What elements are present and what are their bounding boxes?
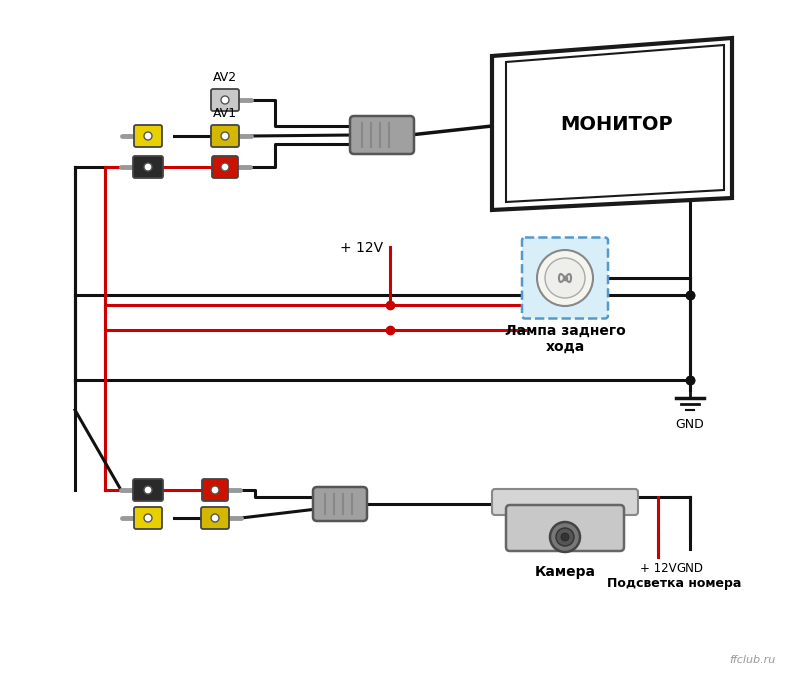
Text: Лампа заднего
хода: Лампа заднего хода (505, 323, 626, 354)
Text: МОНИТОР: МОНИТОР (561, 115, 674, 134)
FancyBboxPatch shape (492, 489, 638, 515)
Text: + 12V: + 12V (640, 562, 676, 575)
FancyBboxPatch shape (133, 156, 163, 178)
Circle shape (144, 163, 152, 171)
FancyBboxPatch shape (134, 125, 162, 147)
FancyBboxPatch shape (201, 507, 229, 529)
Text: + 12V: + 12V (340, 241, 383, 255)
Polygon shape (492, 38, 732, 210)
Polygon shape (506, 45, 724, 202)
Text: Камера: Камера (534, 565, 595, 579)
Circle shape (144, 514, 152, 522)
FancyBboxPatch shape (313, 487, 367, 521)
Circle shape (211, 514, 219, 522)
FancyBboxPatch shape (506, 505, 624, 551)
FancyBboxPatch shape (211, 125, 239, 147)
Circle shape (556, 528, 574, 546)
Text: Подсветка номера: Подсветка номера (607, 577, 741, 590)
Text: GND: GND (677, 562, 703, 575)
Circle shape (211, 486, 219, 494)
FancyBboxPatch shape (522, 237, 608, 318)
Circle shape (537, 250, 593, 306)
Circle shape (561, 533, 569, 541)
Circle shape (144, 486, 152, 494)
FancyBboxPatch shape (212, 156, 238, 178)
Circle shape (144, 132, 152, 140)
FancyBboxPatch shape (134, 507, 162, 529)
Circle shape (221, 96, 229, 104)
FancyBboxPatch shape (202, 479, 228, 501)
FancyBboxPatch shape (350, 116, 414, 154)
Text: GND: GND (676, 418, 704, 431)
Circle shape (545, 258, 585, 298)
Circle shape (221, 163, 229, 171)
Text: AV2: AV2 (213, 71, 237, 84)
Text: AV1: AV1 (213, 107, 237, 120)
FancyBboxPatch shape (211, 89, 239, 111)
Circle shape (550, 522, 580, 552)
FancyBboxPatch shape (133, 479, 163, 501)
Text: ffclub.ru: ffclub.ru (729, 655, 775, 665)
Circle shape (221, 132, 229, 140)
